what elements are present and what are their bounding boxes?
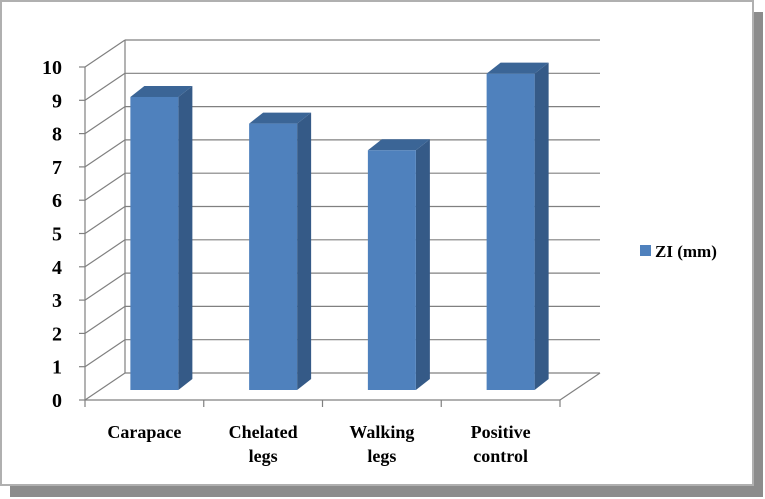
legend: ZI (mm) <box>640 242 717 261</box>
gridline-side <box>84 372 126 401</box>
bar-layer <box>130 62 549 391</box>
bar-front-face <box>486 73 535 390</box>
gridline-side <box>84 339 126 368</box>
gridline-side <box>84 305 126 334</box>
gridline-side <box>84 72 126 101</box>
y-tick-label: 9 <box>52 90 62 112</box>
bar-front-face <box>367 150 416 390</box>
y-tick-label: 7 <box>52 157 62 179</box>
legend-label: ZI (mm) <box>655 242 717 261</box>
bar-front-face <box>130 96 179 390</box>
y-tick-label: 1 <box>52 357 62 379</box>
y-tick-label: 2 <box>52 323 62 345</box>
gridline-side <box>84 106 126 135</box>
bar-front-face <box>249 123 298 391</box>
bar-chelated-legs <box>249 112 312 391</box>
bar-side-face <box>534 62 549 390</box>
bar-top-face <box>249 112 312 124</box>
bar-side-face <box>178 85 193 390</box>
y-tick-label: 8 <box>52 124 62 146</box>
x-tick-label: Chelated <box>229 422 298 442</box>
y-tick-label: 4 <box>52 257 62 279</box>
gridline-side <box>84 272 126 301</box>
gridline-side <box>84 239 126 268</box>
label-layer: 0 1 2 3 4 5 6 7 8 9 10 Carapace Chelated legs Walking l… <box>42 57 531 466</box>
gridline-side <box>84 139 126 168</box>
axis-layer <box>79 66 601 407</box>
y-tick-label: 6 <box>52 190 62 212</box>
y-tick-label: 0 <box>52 390 62 412</box>
x-tick-label: Positive <box>471 422 531 442</box>
bar-top-face <box>367 139 430 151</box>
y-tick-label: 3 <box>52 290 62 312</box>
x-tick-label: Carapace <box>107 422 181 442</box>
y-tick-label: 10 <box>42 57 62 79</box>
x-tick-label: control <box>473 446 528 466</box>
bar-carapace <box>130 85 193 390</box>
gridline-side <box>84 206 126 234</box>
gridline-side <box>84 39 126 68</box>
bar-top-face <box>130 85 193 97</box>
x-tick-label: legs <box>367 446 396 466</box>
bar-side-face <box>297 112 312 391</box>
floor-edge <box>559 372 601 401</box>
x-tick-label: legs <box>249 446 278 466</box>
gridline-side <box>84 172 126 201</box>
y-tick-label: 5 <box>52 224 62 246</box>
bar-walking-legs <box>367 139 430 390</box>
legend-swatch <box>640 245 651 256</box>
bar-side-face <box>415 139 430 390</box>
bar-positive-control <box>486 62 549 390</box>
x-tick-label: Walking <box>349 422 414 442</box>
bar-top-face <box>486 62 549 74</box>
